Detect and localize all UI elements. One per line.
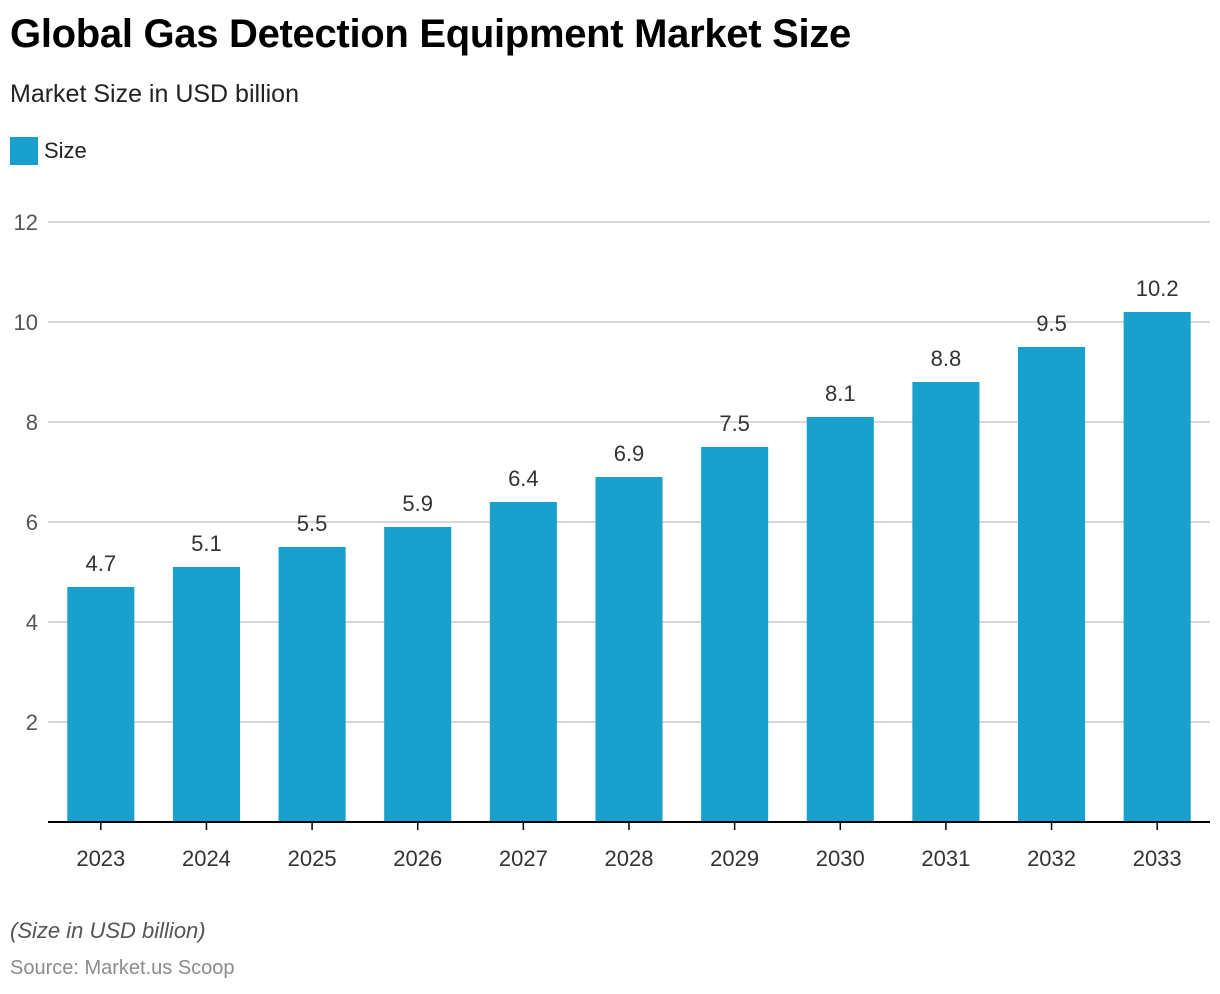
data-label: 6.9	[614, 441, 645, 466]
x-tick-label: 2025	[288, 846, 337, 871]
bar	[278, 547, 346, 822]
data-label: 5.1	[191, 531, 222, 556]
x-tick-label: 2023	[76, 846, 125, 871]
x-tick-label: 2031	[921, 846, 970, 871]
bar	[806, 417, 874, 822]
x-tick-label: 2028	[605, 846, 654, 871]
y-tick-label: 2	[26, 710, 38, 735]
x-tick-label: 2026	[393, 846, 442, 871]
data-label: 9.5	[1036, 311, 1067, 336]
data-label: 5.9	[402, 491, 433, 516]
data-label: 8.8	[931, 346, 962, 371]
bar	[489, 502, 557, 822]
bar	[701, 447, 769, 822]
y-tick-label: 6	[26, 510, 38, 535]
x-tick-label: 2032	[1027, 846, 1076, 871]
x-tick-label: 2024	[182, 846, 231, 871]
y-tick-label: 8	[26, 410, 38, 435]
bar	[67, 587, 135, 822]
x-tick-label: 2033	[1133, 846, 1182, 871]
data-label: 7.5	[719, 411, 750, 436]
bar	[172, 567, 240, 822]
bar	[595, 477, 663, 822]
data-label: 10.2	[1136, 276, 1179, 301]
x-tick-label: 2030	[816, 846, 865, 871]
data-label: 4.7	[86, 551, 117, 576]
bar	[1018, 347, 1086, 822]
footnote: (Size in USD billion)	[10, 918, 206, 943]
bar-chart: 2 4 6 8 10 12 4.7 5.1 5.5 5.9 6.4 6.9 7.5 8.1 8.8 9.5 1…	[14, 210, 1210, 871]
bar	[384, 527, 452, 822]
source-note: Source: Market.us Scoop	[10, 957, 235, 979]
chart-title: Global Gas Detection Equipment Market Si…	[10, 12, 851, 56]
legend-label: Size	[44, 138, 87, 163]
legend: Size	[10, 136, 87, 166]
legend-swatch	[10, 137, 38, 165]
chart-subtitle: Market Size in USD billion	[10, 80, 299, 108]
bar	[912, 382, 980, 822]
x-tick-label: 2029	[710, 846, 759, 871]
data-label: 5.5	[297, 511, 328, 536]
bar-layer: 4.7 5.1 5.5 5.9 6.4 6.9 7.5 8.1 8.8 9.5 10.2	[67, 276, 1191, 822]
x-tick-label: 2027	[499, 846, 548, 871]
bar	[1123, 312, 1191, 822]
data-label: 6.4	[508, 466, 539, 491]
data-label: 8.1	[825, 381, 856, 406]
y-tick-label: 4	[26, 610, 38, 635]
y-tick-label: 12	[14, 210, 38, 235]
y-tick-label: 10	[14, 310, 38, 335]
axis-layer: 2023 2024 2025 2026 2027 2028 2029 2030 2031 2032…	[48, 821, 1210, 871]
